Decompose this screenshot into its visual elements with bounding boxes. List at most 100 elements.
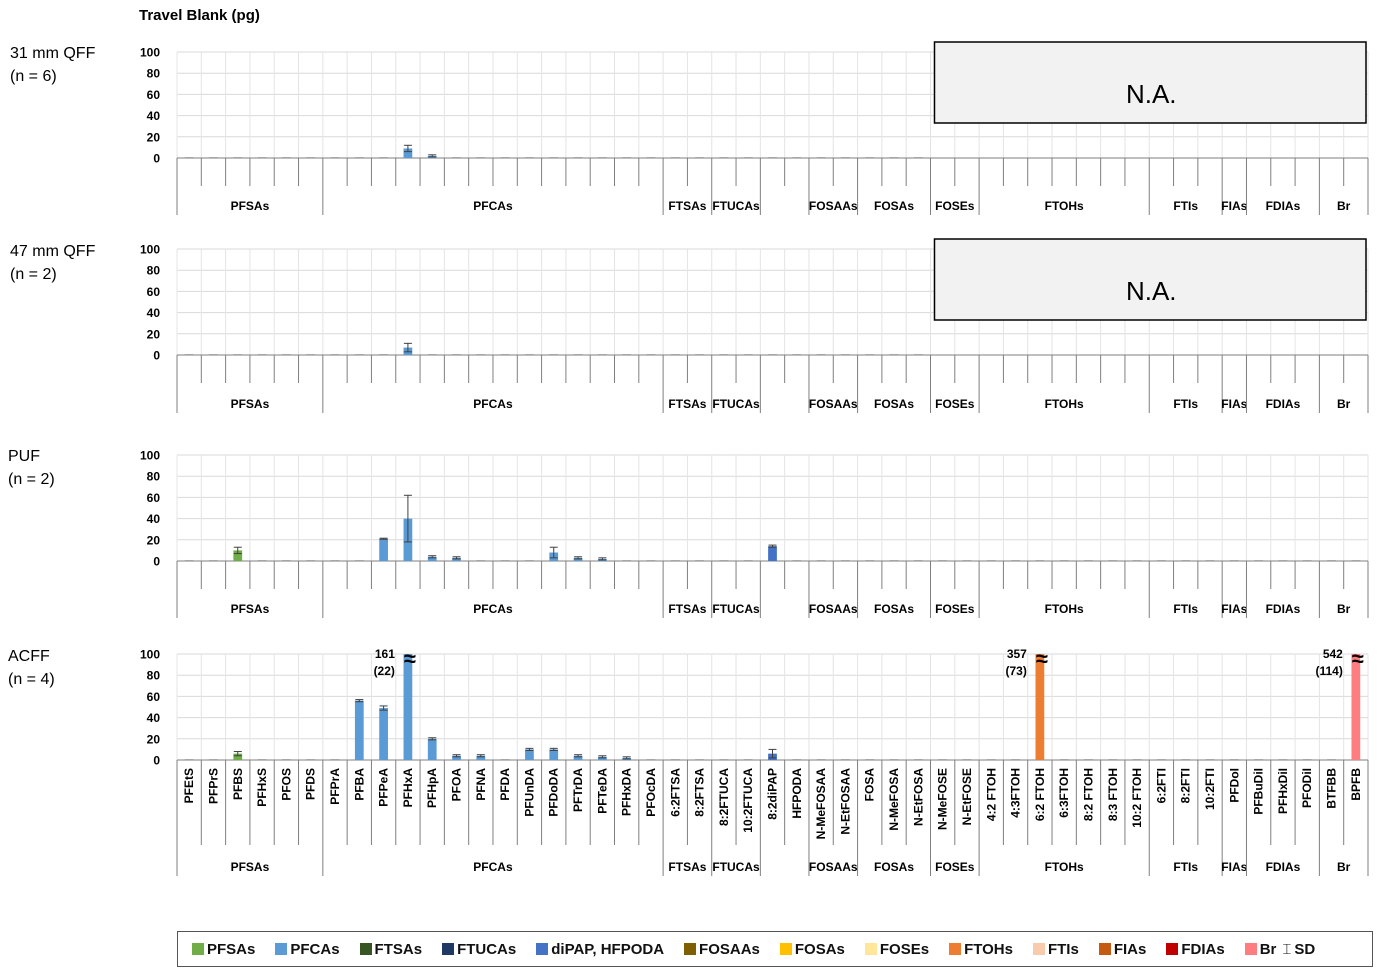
legend-swatch [192, 943, 204, 955]
bar-trace [913, 354, 923, 355]
x-tick-label: PFODiI [1300, 768, 1314, 808]
group-label: FTUCAs [712, 199, 760, 213]
bar-trace [841, 157, 850, 158]
bar-trace [1302, 560, 1312, 561]
bar-trace [525, 157, 534, 158]
bar-trace [500, 157, 510, 158]
bar-trace [865, 157, 875, 158]
group-label: FTIs [1173, 397, 1198, 411]
group-label: FTUCAs [712, 397, 760, 411]
group-label: FTIs [1173, 860, 1198, 874]
legend-swatch [1244, 943, 1257, 955]
legend-swatch [864, 943, 877, 955]
bar [379, 538, 388, 561]
bar-trace [476, 157, 486, 158]
bar-trace [330, 560, 340, 561]
group-label: FIAs [1221, 397, 1247, 411]
bar [354, 700, 364, 760]
y-tick-label: 80 [147, 470, 161, 484]
y-tick-label: 60 [147, 285, 161, 299]
bar-trace [743, 157, 753, 158]
bar-trace [695, 157, 704, 158]
chart-title: Travel Blank (pg) [139, 7, 260, 24]
break-value-label: 542 [1323, 647, 1343, 661]
x-tick-label: 4:3FTOH [1009, 768, 1023, 818]
x-tick-label: N-MeFOSE [936, 768, 950, 830]
bar-trace [597, 354, 607, 355]
bar-trace [743, 354, 753, 355]
group-label: FDIAs [1266, 860, 1301, 874]
legend-item: FTIs [1032, 941, 1079, 958]
bar-trace [670, 157, 680, 158]
bar-trace [816, 560, 826, 561]
legend-item: FOSEs [864, 941, 929, 958]
bar-trace [573, 157, 583, 158]
bar-trace [500, 354, 510, 355]
bar-trace [695, 560, 704, 561]
group-label: FOSEs [935, 397, 975, 411]
bar-trace [768, 354, 777, 355]
x-tick-label: BTFBB [1325, 768, 1339, 809]
bar-trace [1254, 560, 1263, 561]
y-tick-label: 40 [147, 109, 161, 123]
group-label: Br [1337, 397, 1351, 411]
group-label: FTOHs [1045, 397, 1084, 411]
y-tick-label: 0 [153, 555, 160, 569]
legend-item-sd: ⌶ SD [1282, 941, 1315, 958]
bar [573, 557, 583, 561]
bar-trace [549, 157, 559, 158]
legend-swatch [442, 943, 455, 955]
y-tick-label: 40 [147, 306, 161, 320]
bar-trace [184, 157, 194, 158]
legend-swatch [779, 943, 792, 955]
bar-trace [354, 354, 364, 355]
bar-trace [209, 354, 218, 355]
legend-label: FOSAs [794, 940, 845, 958]
x-tick-label: 10:2FTI [1203, 768, 1217, 810]
x-tick-label: PFPeA [377, 768, 391, 807]
bar-trace [1302, 759, 1312, 760]
legend-item: FIAs [1098, 940, 1147, 958]
x-tick-label: 4:2 FTOH [984, 768, 998, 821]
group-label: FTUCAs [712, 602, 760, 616]
bar-trace [913, 560, 923, 561]
bar-trace [282, 157, 291, 158]
bar-trace [549, 354, 559, 355]
bar-trace [452, 157, 461, 158]
legend-swatch [684, 943, 697, 955]
bar-trace [1059, 560, 1069, 561]
bar [476, 755, 486, 760]
panel-sample-count: (n = 4) [8, 671, 55, 688]
group-label: FIAs [1221, 860, 1247, 874]
bar-trace [1108, 560, 1118, 561]
bar [403, 148, 413, 158]
bar [597, 756, 607, 760]
bar-trace [476, 354, 486, 355]
bar-trace [622, 354, 632, 355]
bar-trace [573, 354, 583, 355]
bar-trace [1254, 759, 1263, 760]
bar-trace [184, 759, 194, 760]
bar [525, 749, 534, 760]
na-label: N.A. [1126, 79, 1177, 109]
group-label: FTSAs [668, 397, 706, 411]
bar-trace [719, 157, 729, 158]
bar-trace [257, 354, 267, 355]
group-label: FOSAs [874, 199, 914, 213]
bar-trace [1157, 560, 1166, 561]
bar-trace [743, 560, 753, 561]
bar-trace [354, 157, 364, 158]
x-tick-label: PFEtS [182, 768, 196, 803]
x-tick-label: PFTrDA [571, 768, 585, 812]
x-tick-label: PFDoI [1227, 768, 1241, 803]
panel-4: ACFF (n = 4) 100 80 60 40 20 0 ≈161 (22) ≈357 (73) ≈… [8, 646, 1369, 876]
panel-label: ACFF [8, 648, 50, 665]
bar-trace [670, 354, 680, 355]
bar-trace [816, 354, 826, 355]
na-box [933, 238, 1367, 321]
bar-trace [1132, 560, 1142, 561]
legend-label: FIAs [1113, 940, 1147, 958]
y-tick-label: 40 [147, 512, 161, 526]
break-sd-label: (114) [1315, 664, 1342, 678]
group-label: FDIAs [1266, 199, 1301, 213]
